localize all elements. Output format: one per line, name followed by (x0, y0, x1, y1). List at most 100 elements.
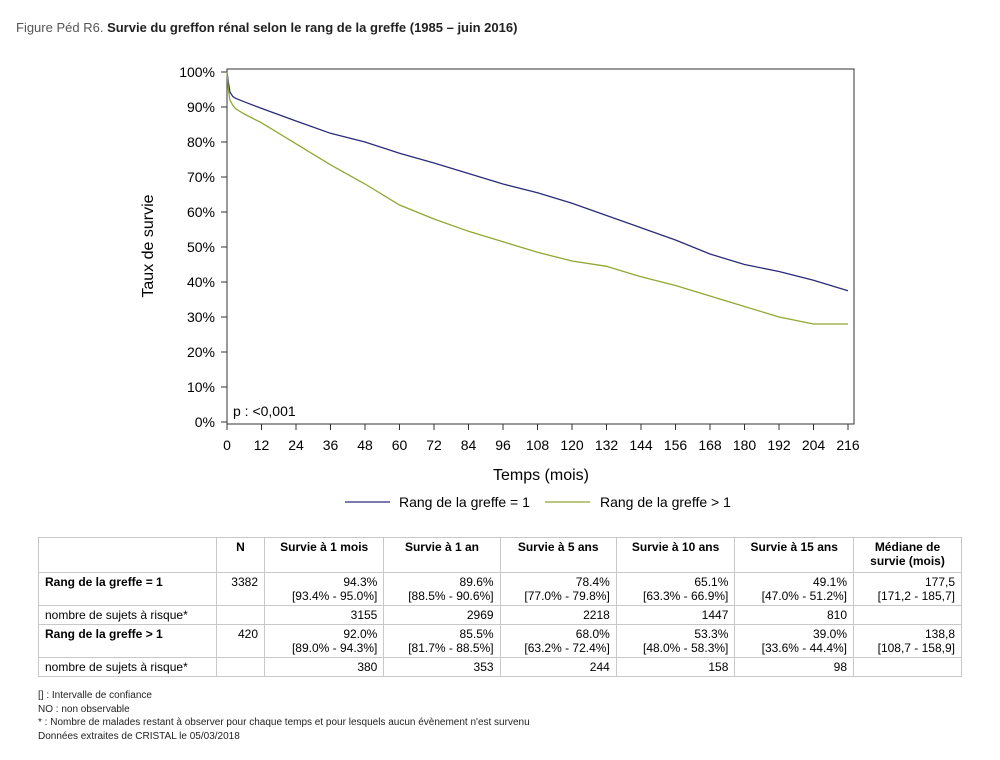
header-10-years: Survie à 10 ans (615, 537, 736, 573)
x-tick-label: 144 (629, 437, 653, 453)
risk-count (853, 657, 962, 677)
risk-count: 2969 (383, 605, 501, 625)
confidence-interval: [63.2% - 72.4%] (524, 641, 610, 655)
plot-frame (226, 68, 855, 425)
table-row: Rang de la greffe > 1 420 92.0% [89.0% - … (38, 624, 962, 658)
risk-empty (216, 657, 265, 677)
cell-value: 53.3% [48.0% - 58.3%] (615, 624, 736, 658)
survival-chart: 0% 10% 20% 30% 40% 50% 60% 70% 80% 90% 100% 0 12 24 36… (140, 64, 860, 510)
confidence-interval: [88.5% - 90.6%] (408, 589, 494, 603)
table-row: Rang de la greffe = 1 3382 94.3% [93.4% -… (38, 572, 962, 606)
x-tick-label: 84 (461, 437, 477, 453)
y-axis-label: Taux de survie (140, 194, 157, 297)
risk-count: 810 (734, 605, 854, 625)
y-tick-label: 30% (187, 309, 215, 325)
confidence-interval: [47.0% - 51.2%] (761, 589, 847, 603)
figure-label: Figure Péd R6. (16, 20, 104, 35)
y-tick-label: 0% (195, 414, 215, 430)
legend-label-series-2: Rang de la greffe > 1 (600, 494, 731, 510)
risk-label: nombre de sujets à risque* (38, 657, 217, 677)
x-tick-label: 0 (223, 437, 231, 453)
value: 39.0% (812, 627, 847, 641)
x-tick-label: 60 (392, 437, 408, 453)
footnote: [] : Intervalle de confiance (38, 690, 152, 701)
x-axis-label: Temps (mois) (493, 467, 589, 484)
risk-label: nombre de sujets à risque* (38, 605, 217, 625)
x-tick-label: 48 (357, 437, 373, 453)
figure-caption: Survie du greffon rénal selon le rang de… (107, 20, 518, 35)
value: 85.5% (459, 627, 494, 641)
x-tick-label: 120 (560, 437, 584, 453)
value: 49.1% (812, 575, 847, 589)
x-tick-label: 132 (595, 437, 619, 453)
axes: 0% 10% 20% 30% 40% 50% 60% 70% 80% 90% 100% 0 12 24 36… (179, 64, 860, 453)
value: 89.6% (459, 575, 494, 589)
footnote: NO : non observable (38, 703, 130, 715)
cell-value: 177,5 [171,2 - 185,7] (853, 572, 962, 606)
value: 68.0% (575, 627, 610, 641)
confidence-interval: [48.0% - 58.3%] (642, 641, 729, 655)
p-value-annotation: p : <0,001 (233, 403, 296, 419)
x-tick-label: 72 (426, 437, 442, 453)
cell-value: 39.0% [33.6% - 44.4%] (734, 624, 854, 658)
series-layer (226, 71, 849, 325)
y-tick-label: 70% (187, 169, 215, 185)
x-tick-label: 36 (323, 437, 339, 453)
survival-table: N Survie à 1 mois Survie à 1 an Survie à… (38, 537, 962, 677)
risk-count: 244 (499, 657, 617, 677)
y-tick-label: 20% (187, 344, 215, 360)
row-group-label: Rang de la greffe > 1 (38, 624, 217, 658)
legend: Rang de la greffe = 1 Rang de la greffe … (345, 494, 731, 510)
risk-count (853, 605, 962, 625)
table-row-risk: nombre de sujets à risque* 380 353 244 1… (38, 657, 962, 677)
figure-title: Figure Péd R6. Survie du greffon rénal s… (16, 20, 517, 35)
risk-count: 98 (734, 657, 854, 677)
cell-value: 78.4% [77.0% - 79.8%] (499, 572, 617, 606)
cell-value: 65.1% [63.3% - 66.9%] (615, 572, 736, 606)
x-tick-label: 204 (802, 437, 826, 453)
risk-count: 380 (263, 657, 385, 677)
value: 94.3% (343, 575, 378, 589)
x-tick-label: 216 (836, 437, 860, 453)
header-15-years: Survie à 15 ans (734, 537, 854, 573)
x-tick-label: 12 (254, 437, 270, 453)
value: 78.4% (575, 575, 610, 589)
confidence-interval: [89.0% - 94.3%] (291, 641, 378, 655)
confidence-interval: [33.6% - 44.4%] (761, 641, 847, 655)
row-n: 420 (216, 624, 265, 658)
value: 53.3% (694, 627, 729, 641)
x-tick-label: 96 (495, 437, 511, 453)
table-row-risk: nombre de sujets à risque* 3155 2969 221… (38, 605, 962, 625)
header-5-years: Survie à 5 ans (499, 537, 617, 573)
row-n: 3382 (216, 572, 265, 606)
x-tick-label: 180 (733, 437, 757, 453)
value: 65.1% (694, 575, 729, 589)
risk-count: 1447 (615, 605, 736, 625)
confidence-interval: [63.3% - 66.9%] (642, 589, 729, 603)
row-group-label: Rang de la greffe = 1 (38, 572, 217, 606)
table-header-row: N Survie à 1 mois Survie à 1 an Survie à… (38, 537, 962, 573)
series-line-2 (226, 71, 848, 325)
cell-value: 49.1% [47.0% - 51.2%] (734, 572, 854, 606)
y-tick-label: 40% (187, 274, 215, 290)
header-1-year: Survie à 1 an (383, 537, 501, 573)
legend-label-series-1: Rang de la greffe = 1 (399, 494, 530, 510)
y-tick-label: 10% (187, 379, 215, 395)
series-line-1 (226, 71, 849, 292)
y-tick-label: 80% (187, 134, 215, 150)
confidence-interval: [77.0% - 79.8%] (524, 589, 610, 603)
header-1-month: Survie à 1 mois (263, 537, 385, 573)
header-median: Médiane de survie (mois) (853, 537, 962, 573)
value: 138,8 (924, 627, 955, 641)
confidence-interval: [171,2 - 185,7] (877, 589, 955, 603)
x-tick-label: 108 (526, 437, 550, 453)
y-tick-label: 90% (187, 99, 215, 115)
risk-count: 158 (615, 657, 736, 677)
cell-value: 85.5% [81.7% - 88.5%] (383, 624, 501, 658)
value: 92.0% (343, 627, 378, 641)
risk-count: 2218 (499, 605, 617, 625)
x-tick-label: 168 (698, 437, 722, 453)
value: 177,5 (924, 575, 955, 589)
cell-value: 94.3% [93.4% - 95.0%] (263, 572, 385, 606)
cell-value: 68.0% [63.2% - 72.4%] (499, 624, 617, 658)
